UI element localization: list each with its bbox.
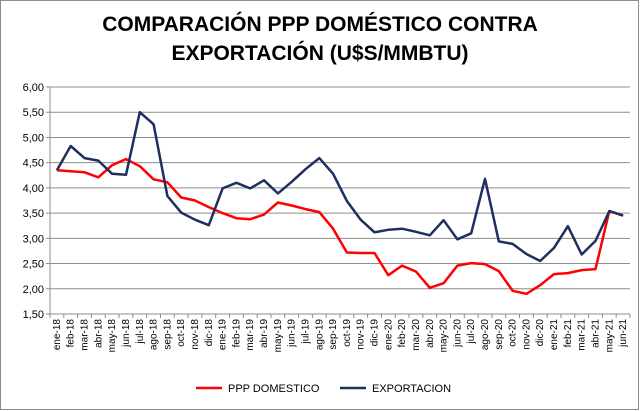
x-tick-label: mar-20	[411, 319, 422, 351]
x-tick-label: feb-21	[563, 319, 574, 348]
x-tick-label: nov-18	[190, 319, 201, 350]
y-tick-label: 2,00	[23, 284, 44, 296]
y-tick-label: 6,00	[23, 82, 44, 94]
x-tick-label: sep-19	[328, 319, 339, 350]
x-tick-label: jun-18	[121, 319, 132, 348]
x-tick-label: dic-20	[535, 319, 546, 347]
y-tick-label: 4,00	[23, 183, 44, 195]
x-tick-label: ago-18	[149, 319, 160, 351]
y-tick-label: 5,50	[23, 107, 44, 119]
x-tick-label: nov-19	[356, 319, 367, 350]
x-tick-label: jun-19	[287, 319, 298, 348]
x-tick-label: jun-21	[618, 319, 629, 348]
x-tick-label: jun-20	[452, 319, 463, 348]
y-tick-label: 3,00	[23, 233, 44, 245]
axes	[46, 86, 631, 318]
x-tick-label: feb-18	[66, 319, 77, 348]
x-tick-label: may-20	[439, 319, 450, 353]
x-tick-label: oct-19	[342, 319, 353, 347]
x-tick-label: dic-19	[370, 319, 381, 347]
x-tick-label: abr-18	[93, 319, 104, 348]
y-tick-label: 5,00	[23, 132, 44, 144]
x-tick-label: ene-18	[52, 319, 63, 351]
x-tick-label: ene-19	[218, 319, 229, 351]
x-tick-label: jul-19	[300, 319, 311, 345]
x-tick-label: jul-20	[466, 319, 477, 345]
x-tick-label: oct-20	[508, 319, 519, 347]
y-tick-label: 4,50	[23, 158, 44, 170]
y-tick-label: 2,50	[23, 259, 44, 271]
x-tick-label: sep-18	[162, 319, 173, 350]
chart-title-line-1: COMPARACIÓN PPP DOMÉSTICO CONTRA	[102, 13, 538, 36]
x-tick-label: ago-19	[314, 319, 325, 351]
x-tick-label: dic-18	[204, 319, 215, 347]
x-tick-label: feb-19	[231, 319, 242, 348]
legend-label: EXPORTACION	[372, 383, 451, 395]
legend-label: PPP DOMESTICO	[228, 383, 320, 395]
chart-title-line-2: EXPORTACIÓN (U$S/MMBTU)	[171, 42, 469, 65]
y-tick-label: 3,50	[23, 208, 44, 220]
x-tick-label: ene-20	[383, 319, 394, 351]
y-axis-tick-labels: 1,50 2,00 2,50 3,00 3,50 4,00 4,50 5,00 5,50 6,00	[23, 82, 44, 321]
x-tick-label: nov-20	[521, 319, 532, 350]
series-line-exportacion	[55, 110, 624, 263]
y-tick-label: 1,50	[23, 309, 44, 321]
chart-title: COMPARACIÓN PPP DOMÉSTICO CONTRA EXPORTA…	[0, 10, 640, 68]
x-tick-label: ago-20	[480, 319, 491, 351]
x-tick-label: abr-20	[425, 319, 436, 348]
x-tick-label: abr-19	[259, 319, 270, 348]
series-lines	[55, 110, 624, 296]
x-tick-label: ene-21	[549, 319, 560, 351]
series-line-ppp-domestico	[56, 157, 624, 296]
x-tick-label: abr-21	[590, 319, 601, 348]
x-tick-label: oct-18	[176, 319, 187, 347]
x-tick-label: mar-18	[80, 319, 91, 351]
x-tick-label: may-19	[273, 319, 284, 353]
x-tick-label: sep-20	[494, 319, 505, 350]
x-tick-label: may-21	[604, 319, 615, 353]
x-tick-label: mar-21	[577, 319, 588, 351]
x-tick-label: feb-20	[397, 319, 408, 348]
x-tick-label: may-18	[107, 319, 118, 353]
x-tick-label: jul-18	[135, 319, 146, 345]
legend: PPP DOMESTICO EXPORTACION	[196, 383, 451, 395]
x-tick-label: mar-19	[245, 319, 256, 351]
x-axis-tick-labels: ene-18 feb-18 mar-18 abr-18 may-18 jun-18 jul-…	[52, 319, 629, 353]
